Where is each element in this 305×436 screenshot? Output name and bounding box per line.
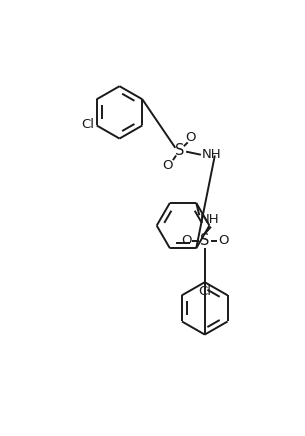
Text: S: S [200,233,210,248]
Text: O: O [218,234,229,247]
Text: O: O [162,159,173,172]
Text: O: O [185,130,196,143]
Text: Cl: Cl [81,118,94,131]
Text: NH: NH [200,213,220,226]
Text: O: O [181,234,192,247]
Text: Cl: Cl [198,285,211,298]
Text: NH: NH [202,148,221,161]
Text: S: S [175,143,185,158]
